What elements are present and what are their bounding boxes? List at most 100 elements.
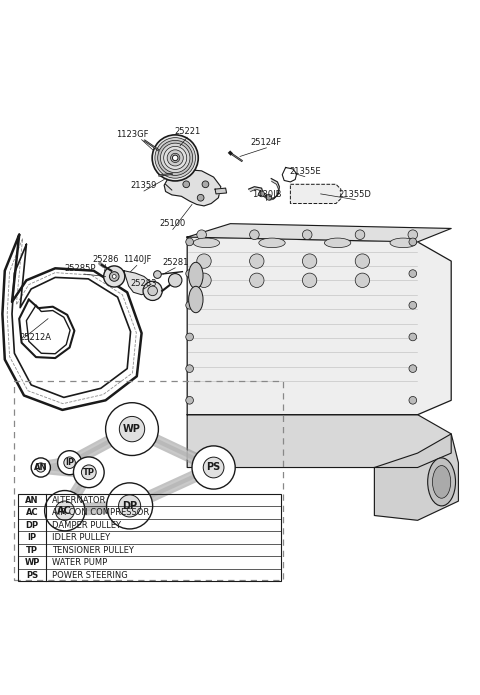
Text: 1140JF: 1140JF: [122, 256, 151, 265]
Circle shape: [355, 254, 370, 268]
Circle shape: [408, 230, 418, 240]
Circle shape: [183, 181, 190, 188]
Circle shape: [119, 495, 141, 517]
Text: TP: TP: [26, 546, 38, 555]
Text: WP: WP: [24, 558, 40, 567]
Circle shape: [143, 281, 162, 300]
Circle shape: [82, 465, 96, 480]
Circle shape: [120, 416, 144, 442]
Circle shape: [192, 446, 235, 489]
Text: PS: PS: [206, 462, 221, 473]
Ellipse shape: [189, 286, 203, 313]
Circle shape: [197, 254, 211, 268]
Ellipse shape: [428, 458, 456, 506]
Ellipse shape: [259, 238, 285, 247]
Circle shape: [172, 155, 178, 161]
Circle shape: [197, 195, 204, 201]
Text: AIR CON COMPRESSOR: AIR CON COMPRESSOR: [52, 508, 149, 517]
Text: TENSIONER PULLEY: TENSIONER PULLEY: [52, 546, 134, 555]
Circle shape: [302, 273, 317, 288]
Text: 1123GF: 1123GF: [116, 130, 148, 139]
Circle shape: [409, 302, 417, 309]
Circle shape: [186, 365, 193, 373]
Bar: [18, 494, 281, 581]
Text: AC: AC: [26, 508, 38, 517]
Circle shape: [197, 273, 211, 288]
Circle shape: [203, 457, 224, 478]
Circle shape: [31, 458, 50, 477]
Circle shape: [186, 333, 193, 341]
Text: TP: TP: [83, 468, 95, 477]
Text: 25221: 25221: [174, 127, 200, 136]
Circle shape: [197, 230, 206, 240]
Circle shape: [409, 270, 417, 277]
Circle shape: [168, 274, 182, 287]
Circle shape: [112, 275, 116, 279]
Circle shape: [259, 191, 264, 197]
Circle shape: [186, 302, 193, 309]
Ellipse shape: [189, 262, 203, 288]
Circle shape: [409, 333, 417, 341]
Circle shape: [152, 135, 198, 181]
Polygon shape: [187, 224, 451, 242]
Text: DAMPER PULLEY: DAMPER PULLEY: [52, 521, 121, 530]
Circle shape: [355, 273, 370, 288]
Text: 21355E: 21355E: [289, 167, 321, 176]
Text: WATER PUMP: WATER PUMP: [52, 558, 107, 567]
Polygon shape: [124, 270, 152, 295]
Circle shape: [106, 402, 158, 455]
Circle shape: [186, 270, 193, 277]
Circle shape: [155, 138, 195, 178]
Circle shape: [64, 457, 75, 468]
Text: POWER STEERING: POWER STEERING: [52, 571, 128, 580]
Polygon shape: [187, 415, 451, 468]
Text: 25100: 25100: [160, 220, 186, 229]
Circle shape: [167, 150, 183, 166]
Circle shape: [164, 147, 187, 170]
Text: 1430JB: 1430JB: [252, 190, 281, 199]
Text: 25281: 25281: [162, 258, 188, 267]
Circle shape: [170, 154, 180, 163]
Text: 25283: 25283: [131, 279, 157, 288]
Ellipse shape: [390, 238, 416, 247]
Text: ALTERNATOR: ALTERNATOR: [52, 496, 106, 505]
Circle shape: [266, 195, 272, 200]
Text: DP: DP: [122, 501, 137, 511]
Circle shape: [409, 238, 417, 246]
Circle shape: [250, 254, 264, 268]
Text: IP: IP: [27, 533, 37, 542]
Circle shape: [160, 143, 190, 172]
Circle shape: [186, 238, 193, 246]
Circle shape: [186, 396, 193, 404]
Circle shape: [45, 491, 85, 531]
Text: 21355D: 21355D: [339, 190, 372, 199]
Circle shape: [107, 483, 153, 529]
Circle shape: [302, 254, 317, 268]
Text: AC: AC: [58, 506, 72, 516]
Circle shape: [202, 181, 209, 188]
Ellipse shape: [324, 238, 351, 247]
Text: 25286: 25286: [92, 254, 119, 263]
Ellipse shape: [177, 136, 181, 181]
Text: WP: WP: [123, 424, 141, 434]
Text: AN: AN: [34, 463, 48, 472]
Polygon shape: [290, 184, 341, 204]
Text: AN: AN: [25, 496, 39, 505]
Circle shape: [154, 270, 161, 279]
Text: IP: IP: [65, 458, 74, 467]
Polygon shape: [215, 188, 227, 194]
Ellipse shape: [193, 238, 219, 247]
Circle shape: [302, 230, 312, 240]
Circle shape: [409, 365, 417, 373]
Circle shape: [104, 266, 125, 287]
Circle shape: [73, 457, 104, 488]
Circle shape: [158, 140, 192, 175]
Ellipse shape: [432, 466, 451, 498]
Circle shape: [250, 230, 259, 240]
Text: 25124F: 25124F: [251, 138, 282, 147]
Text: 25285P: 25285P: [65, 264, 96, 273]
Circle shape: [36, 463, 46, 472]
Circle shape: [355, 230, 365, 240]
Text: IDLER PULLEY: IDLER PULLEY: [52, 533, 110, 542]
Text: DP: DP: [25, 521, 39, 530]
